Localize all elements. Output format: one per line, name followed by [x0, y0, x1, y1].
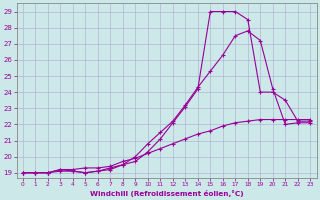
X-axis label: Windchill (Refroidissement éolien,°C): Windchill (Refroidissement éolien,°C) [90, 190, 244, 197]
